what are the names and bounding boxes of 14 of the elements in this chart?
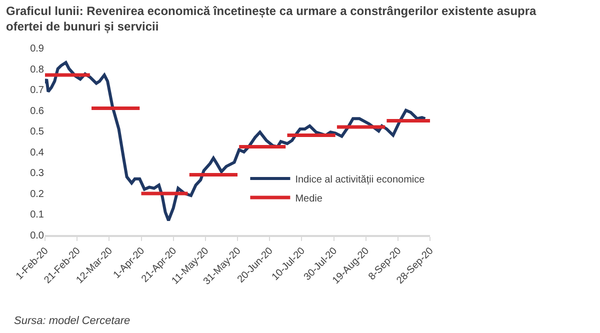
y-tick-label: 0.3 [30,168,44,180]
y-tick-label: 0.7 [30,85,44,96]
y-tick-label: 0.6 [30,106,44,117]
y-tick-label: 0.4 [30,147,44,158]
y-tick-label: 0.8 [30,64,44,76]
legend-label: Medie [295,193,323,204]
y-tick-label: 0.0 [30,230,44,242]
text: Sursa: model Cercetare [14,315,130,327]
y-tick-label: 0.2 [30,188,44,200]
y-tick-label: 0.1 [30,210,44,221]
chart-title: Graficul lunii: Revenirea economică încetinește ca urmare a constrângerilor existente asupra ofertei de bunuri și servicii [6,4,537,34]
y-tick-label: 0.9 [30,44,44,54]
legend-label: Indice al activității economice [295,174,426,186]
y-tick-label: 0.5 [30,126,44,138]
